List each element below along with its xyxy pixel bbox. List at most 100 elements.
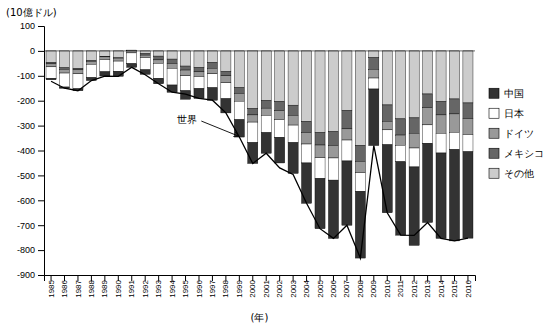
tick: 1985: [47, 275, 56, 298]
legend-item: 中国: [489, 88, 524, 99]
bar: [234, 93, 244, 101]
tick-label: 1999: [235, 279, 244, 297]
tick-label: 2016: [463, 279, 472, 297]
tick-label: -700: [17, 221, 35, 231]
bar: [275, 111, 285, 120]
bar: [221, 51, 231, 72]
tick-label: 2009: [369, 279, 378, 297]
bar: [234, 88, 244, 94]
tick-label: -800: [17, 245, 35, 255]
bar: [302, 121, 312, 132]
bar: [288, 125, 298, 142]
tick-label: -400: [17, 146, 35, 156]
tick: 2011: [396, 275, 405, 297]
bar: [59, 69, 69, 73]
tick: 1990: [114, 275, 123, 298]
bar: [409, 148, 419, 167]
tick: 1999: [235, 275, 244, 298]
tick: 1993: [154, 275, 163, 298]
bar-series: [46, 50, 473, 173]
bar: [59, 51, 69, 68]
bar: [423, 51, 433, 94]
legend-swatch: [489, 128, 499, 138]
bar: [59, 73, 69, 87]
bar: [288, 51, 298, 105]
tick-label: 2005: [316, 279, 325, 297]
bar: [369, 89, 379, 146]
bar: [154, 60, 164, 63]
tick-mark: [38, 250, 44, 251]
tick-label: 100: [20, 21, 35, 31]
tick: 2012: [410, 275, 419, 298]
tick: 1986: [60, 275, 69, 298]
bar: [355, 51, 365, 145]
bar: [140, 58, 150, 70]
chart: 1000-100-200-300-400-500-600-700-800-900…: [0, 0, 553, 325]
bar: [73, 70, 83, 74]
bar: [315, 158, 325, 179]
tick-label: 2013: [423, 279, 432, 297]
bar: [180, 66, 190, 70]
bar: [409, 167, 419, 245]
bar: [275, 101, 285, 110]
bar: [423, 125, 433, 143]
bar: [261, 133, 271, 154]
bar: [436, 101, 446, 114]
tick-mark: [38, 126, 44, 127]
bar: [369, 69, 379, 78]
bar: [221, 99, 231, 113]
bar: [409, 118, 419, 133]
bar: [342, 161, 352, 225]
annotation: 世界: [177, 114, 197, 125]
tick: 2001: [262, 275, 271, 298]
bar: [369, 51, 379, 58]
bar: [46, 67, 56, 78]
bar: [46, 62, 56, 63]
bar: [167, 64, 177, 69]
bar: [261, 108, 271, 115]
bar: [396, 51, 406, 119]
bar: [167, 68, 177, 85]
tick: 2004: [302, 275, 311, 298]
bar: [436, 153, 446, 238]
tick-label: 2002: [275, 279, 284, 297]
bar: [207, 51, 217, 62]
x-axis: 1985198619871988198919901991199219931994…: [45, 275, 476, 298]
legend-label: その他: [504, 168, 534, 179]
bar: [154, 63, 164, 78]
legend-item: その他: [489, 168, 534, 179]
tick-label: 2006: [329, 279, 338, 297]
tick: 2008: [356, 275, 365, 298]
tick: 2005: [316, 275, 325, 298]
bar: [342, 110, 352, 128]
tick: -700: [17, 221, 44, 231]
bar: [342, 51, 352, 111]
tick-label: 2000: [248, 279, 257, 297]
tick-label: 1987: [74, 279, 83, 297]
bar: [449, 114, 459, 132]
bar: [194, 51, 204, 67]
bar-series: [46, 51, 473, 146]
bar: [86, 64, 96, 77]
bar: [369, 78, 379, 89]
bar: [396, 135, 406, 145]
bar: [449, 132, 459, 149]
zero-line: [44, 50, 475, 51]
tick-label: -300: [17, 121, 35, 131]
bar: [328, 132, 338, 146]
tick: 1996: [195, 275, 204, 298]
legend: 中国日本ドイツメキシコその他: [489, 88, 544, 179]
bar: [127, 53, 137, 64]
bar: [207, 74, 217, 88]
tick-label: 1990: [114, 279, 123, 297]
tick-label: 2015: [450, 279, 459, 297]
bar: [73, 74, 83, 89]
bar: [315, 51, 325, 132]
tick: -500: [17, 171, 44, 181]
tick-label: 1997: [208, 279, 217, 297]
bar: [302, 51, 312, 121]
tick-label: 1996: [195, 279, 204, 297]
bar: [113, 61, 123, 71]
axis-line: [38, 27, 45, 276]
bar: [221, 83, 231, 99]
